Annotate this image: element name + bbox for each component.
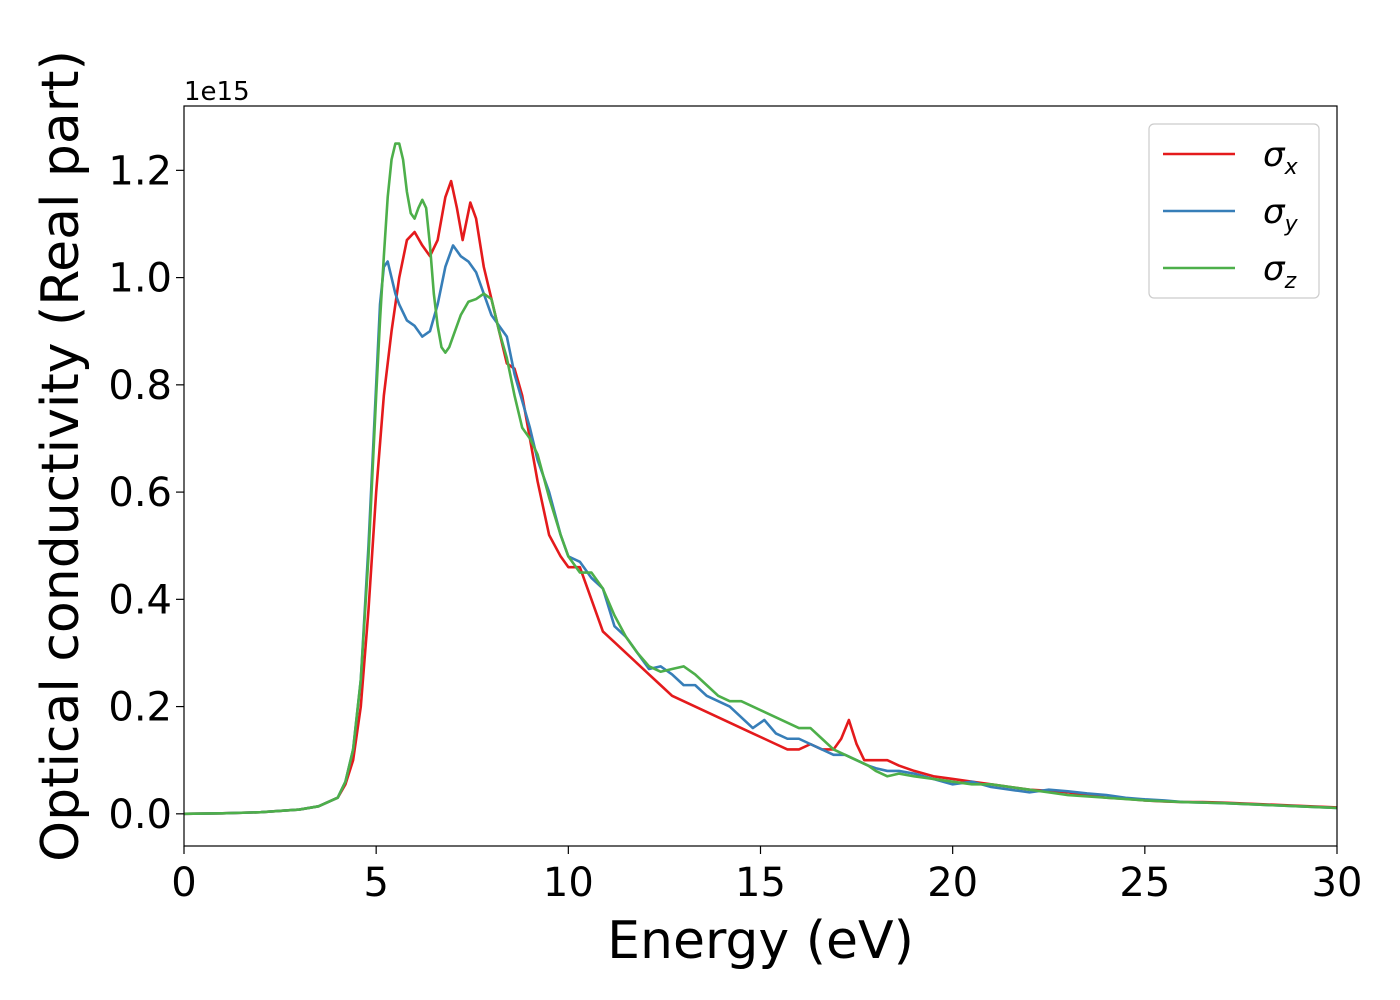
x-tick-label: 5 — [363, 860, 388, 906]
y-tick-label: 0.4 — [108, 577, 172, 623]
series-line-z — [184, 142, 1337, 816]
x-tick-label: 15 — [735, 860, 786, 906]
x-tick-label: 30 — [1312, 860, 1363, 906]
y-axis: 0.0 0.2 0.4 0.6 0.8 1.0 1.2 — [108, 148, 184, 838]
series-layer — [184, 142, 1337, 816]
y-tick-label: 0.0 — [108, 792, 172, 838]
x-tick-label: 25 — [1119, 860, 1170, 906]
y-offset-label: 1e15 — [184, 77, 250, 107]
x-tick-label: 0 — [171, 860, 196, 906]
x-axis-label: Energy (eV) — [607, 911, 914, 971]
y-tick-label: 0.2 — [108, 685, 172, 731]
y-axis-label: Optical conductivity (Real part) — [31, 50, 91, 862]
y-tick-label: 1.0 — [108, 256, 172, 302]
y-tick-label: 1.2 — [108, 148, 172, 194]
x-tick-label: 20 — [927, 860, 978, 906]
y-tick-label: 0.8 — [108, 363, 172, 409]
x-axis: 0 5 10 15 20 25 30 — [171, 846, 1362, 906]
x-tick-label: 10 — [543, 860, 594, 906]
y-tick-label: 0.6 — [108, 470, 172, 516]
